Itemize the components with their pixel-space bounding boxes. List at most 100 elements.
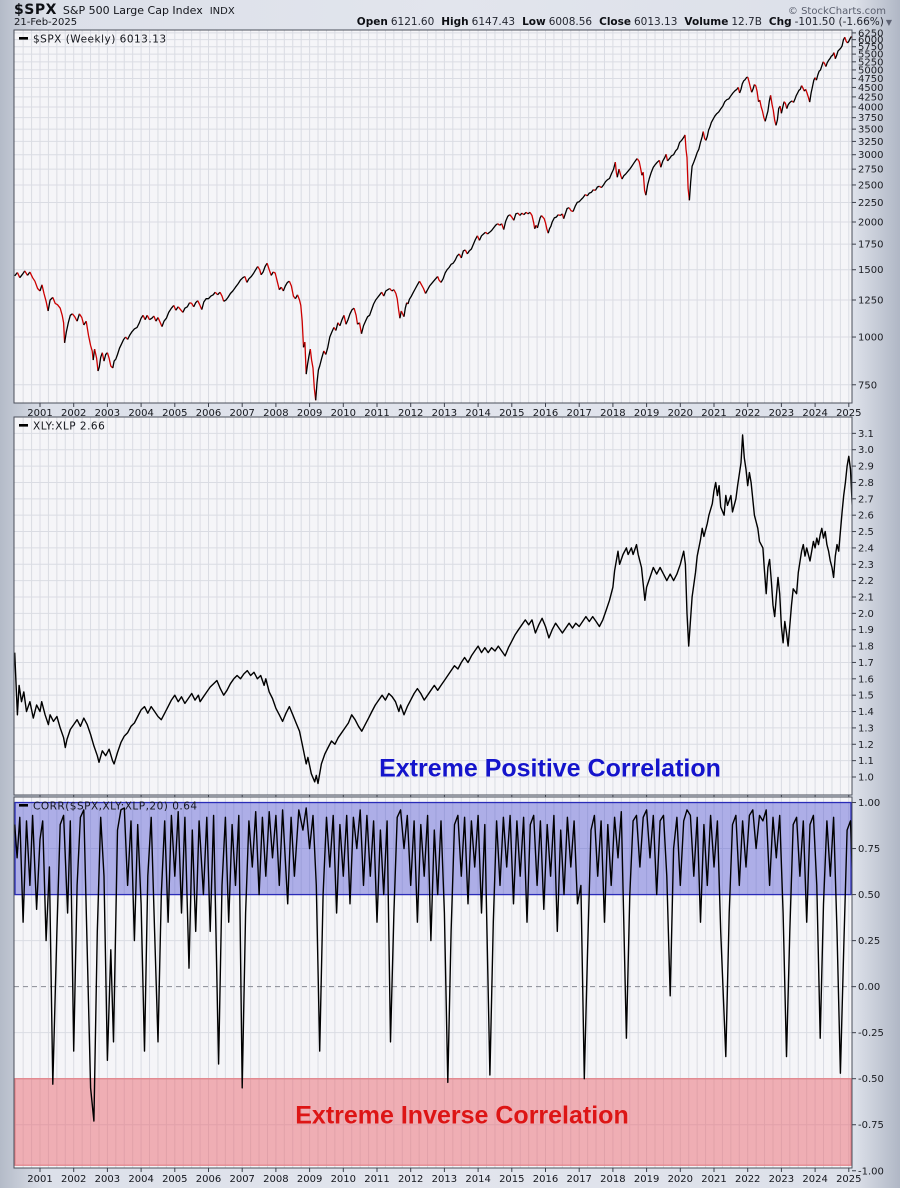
year-label: 2012 xyxy=(398,1174,423,1185)
ratio-ytick-label: 1.0 xyxy=(858,773,874,784)
ratio-ytick-label: 1.1 xyxy=(858,756,874,767)
open-label: Open xyxy=(356,16,388,28)
chart-header: $SPX S&P 500 Large Cap Index INDX © Stoc… xyxy=(0,0,900,30)
year-label: 2004 xyxy=(128,408,153,419)
year-label: 2017 xyxy=(566,1174,591,1185)
copyright-text: © StockCharts.com xyxy=(787,6,886,17)
spx-ytick-label: 3500 xyxy=(858,125,883,136)
year-label: 2014 xyxy=(465,1174,490,1185)
spx-series-line xyxy=(14,36,852,401)
corr-ytick-label: -0.25 xyxy=(858,1028,884,1039)
year-label: 2001 xyxy=(27,408,52,419)
spx-ytick-label: 1000 xyxy=(858,333,883,344)
corr-annotation-text: Extreme Inverse Correlation xyxy=(295,1102,628,1130)
low-value: 6008.56 xyxy=(548,16,593,28)
spx-ytick-label: 5250 xyxy=(858,57,883,68)
symbol-name: S&P 500 Large Cap Index xyxy=(62,4,203,17)
year-label: 2008 xyxy=(263,408,288,419)
year-label: 2018 xyxy=(600,1174,625,1185)
spx-ytick-label: 6000 xyxy=(858,35,883,46)
year-label: 2013 xyxy=(432,1174,457,1185)
ratio-ytick-label: 2.9 xyxy=(858,462,874,473)
year-label: 2015 xyxy=(499,1174,524,1185)
year-label: 2007 xyxy=(229,408,254,419)
spx-ytick-label: 5000 xyxy=(858,65,883,76)
spx-ytick-label: 1250 xyxy=(858,295,883,306)
spx-ytick-label: 2000 xyxy=(858,217,883,228)
year-label: 2025 xyxy=(836,1174,861,1185)
extreme-inverse-band xyxy=(14,1078,852,1166)
quote-bar: Open 6121.60 High 6147.43 Low 6008.56 Close 601… xyxy=(350,16,892,28)
spx-ytick-label: 2750 xyxy=(858,165,883,176)
corr-ytick-label: 0.75 xyxy=(858,844,880,855)
year-label: 2011 xyxy=(364,408,389,419)
year-label: 2014 xyxy=(465,408,490,419)
ratio-panel: 3.1 3.0 2.9 2.8 2.7 2.6 2.5 2.4 2.3 2.2 2.1 2.0 1.9 1… xyxy=(13,416,874,799)
spx-ytick-label: 3750 xyxy=(858,113,883,124)
ratio-ytick-label: 2.8 xyxy=(858,478,874,489)
ratio-ytick-label: 2.3 xyxy=(858,560,874,571)
year-label: 2011 xyxy=(364,1174,389,1185)
ratio-legend-swatch xyxy=(19,424,28,427)
close-value: 6013.13 xyxy=(634,16,678,28)
spx-ytick-label: 2500 xyxy=(858,180,883,191)
corr-legend-swatch xyxy=(19,804,28,807)
corr-ytick-label: 0.50 xyxy=(858,890,880,901)
spx-ytick-label: 4250 xyxy=(858,92,883,103)
corr-ytick-label: -1.00 xyxy=(858,1166,884,1177)
symbol-label: $SPX xyxy=(14,2,57,18)
year-label: 2003 xyxy=(95,1174,120,1185)
year-label: 2001 xyxy=(27,1174,52,1185)
spx-ytick-label: 4750 xyxy=(858,74,883,85)
year-label: 2017 xyxy=(566,408,591,419)
volume-value: 12.7B xyxy=(731,16,762,28)
spx-ytick-label: 5750 xyxy=(858,42,883,53)
spx-ytick-label: 2250 xyxy=(858,198,883,209)
ratio-ytick-label: 1.2 xyxy=(858,740,874,751)
chg-value: -101.50 (-1.66%) xyxy=(794,16,884,28)
year-label: 2022 xyxy=(735,1174,760,1185)
down-triangle-icon: ▼ xyxy=(885,18,892,27)
ratio-ytick-label: 1.4 xyxy=(858,707,874,718)
year-label: 2009 xyxy=(297,1174,322,1185)
year-label: 2006 xyxy=(196,1174,221,1185)
ratio-ytick-label: 3.1 xyxy=(858,429,874,440)
spx-legend-swatch xyxy=(19,37,28,40)
year-label: 2002 xyxy=(61,1174,86,1185)
year-label: 2010 xyxy=(331,1174,356,1185)
ratio-annotation-text: Extreme Positive Correlation xyxy=(379,755,721,783)
close-label: Close xyxy=(599,16,631,28)
chg-label: Chg xyxy=(768,16,792,28)
year-label: 2008 xyxy=(263,1174,288,1185)
year-label: 2004 xyxy=(128,1174,153,1185)
ratio-ytick-label: 1.8 xyxy=(858,642,874,653)
year-label: 2022 xyxy=(735,408,760,419)
year-label: 2007 xyxy=(229,1174,254,1185)
year-label: 2006 xyxy=(196,408,221,419)
high-value: 6147.43 xyxy=(471,16,516,28)
spx-ytick-label: 1750 xyxy=(858,240,883,251)
spx-ytick-label: 6250 xyxy=(858,28,883,39)
year-label: 2010 xyxy=(331,408,356,419)
corr-ytick-label: -0.50 xyxy=(858,1074,884,1085)
ratio-ytick-label: 2.0 xyxy=(858,609,874,620)
year-label: 2023 xyxy=(769,1174,794,1185)
ratio-ytick-label: 2.7 xyxy=(858,494,874,505)
corr-series-line xyxy=(14,807,852,1122)
ratio-legend-label: XLY:XLP 2.66 xyxy=(33,421,105,433)
spx-ytick-label: 3000 xyxy=(858,150,883,161)
corr-ytick-label: 0.25 xyxy=(858,936,880,947)
ratio-ytick-label: 2.5 xyxy=(858,527,874,538)
corr-ytick-label: -0.75 xyxy=(858,1120,884,1131)
year-label: 2019 xyxy=(634,408,659,419)
year-label: 2018 xyxy=(600,408,625,419)
year-label: 2002 xyxy=(61,408,86,419)
year-label: 2016 xyxy=(533,408,558,419)
spx-ytick-label: 4000 xyxy=(858,102,883,113)
spx-ytick-label: 5500 xyxy=(858,50,883,61)
year-label: 2005 xyxy=(162,408,187,419)
year-label: 2024 xyxy=(802,1174,827,1185)
ratio-ytick-label: 2.6 xyxy=(858,511,874,522)
ratio-ytick-label: 1.6 xyxy=(858,674,874,685)
